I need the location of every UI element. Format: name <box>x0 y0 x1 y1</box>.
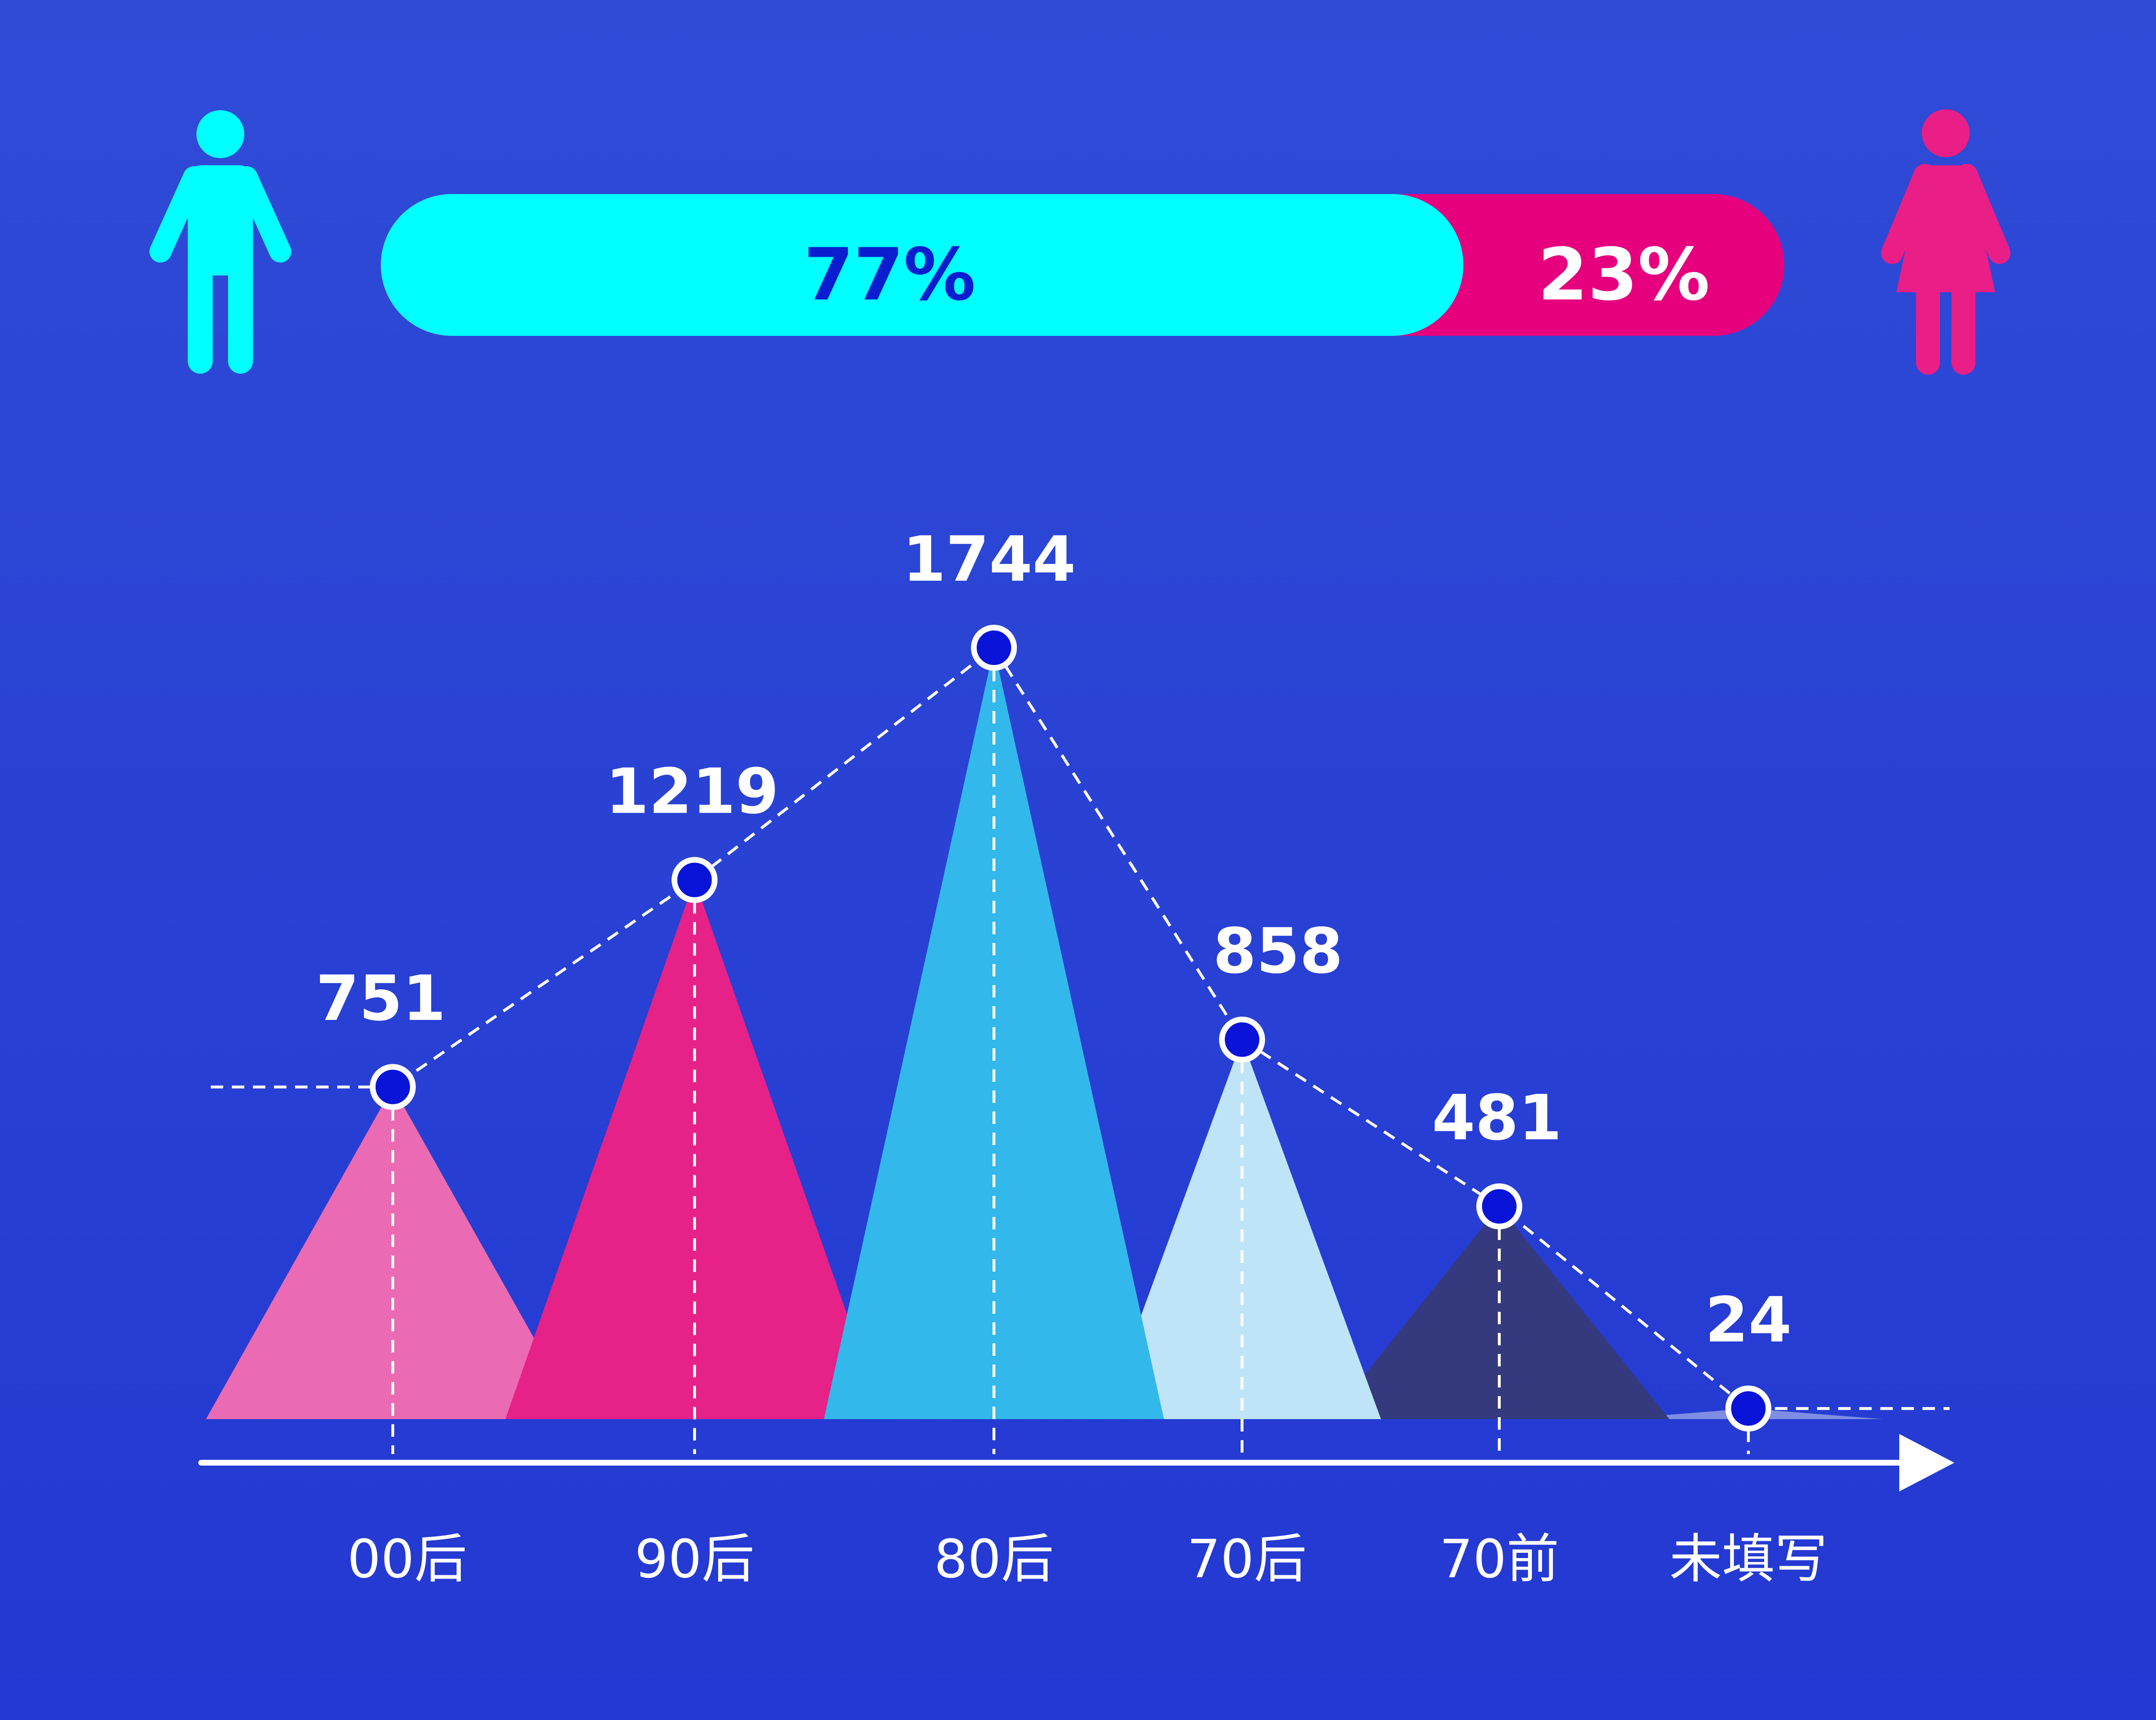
value-label-0: 751 <box>316 962 445 1035</box>
data-point-1 <box>672 857 718 903</box>
value-label-3: 858 <box>1213 915 1343 987</box>
category-label-5: 未填写 <box>1669 1528 1827 1590</box>
data-point-0 <box>370 1064 416 1110</box>
series-line <box>211 645 1950 1410</box>
category-label-4: 70前 <box>1439 1528 1559 1590</box>
data-point-4 <box>1476 1183 1522 1229</box>
category-labels: 00后 90后 80后 70后 70前 未填写 <box>347 1528 1827 1590</box>
value-label-4: 481 <box>1432 1081 1562 1154</box>
data-point-2 <box>971 625 1017 671</box>
data-point-3 <box>1219 1016 1265 1063</box>
peak-1 <box>505 880 884 1419</box>
data-labels: 751 1219 1744 858 481 24 <box>316 523 1791 1356</box>
female-percent-label: 23% <box>1538 233 1710 317</box>
value-label-2: 1744 <box>902 523 1076 596</box>
male-share-bar <box>381 194 1464 336</box>
data-point-5 <box>1725 1385 1771 1432</box>
category-label-1: 90后 <box>635 1528 754 1590</box>
value-label-1: 1219 <box>605 755 779 828</box>
male-percent-label: 77% <box>804 233 976 317</box>
category-label-2: 80后 <box>934 1528 1054 1590</box>
gender-ratio-bar: 77% 23% <box>381 194 1784 336</box>
category-label-0: 00后 <box>347 1528 467 1590</box>
value-label-5: 24 <box>1705 1284 1792 1356</box>
series-connector-line <box>211 645 1950 1410</box>
x-axis-arrow <box>1899 1434 1954 1491</box>
category-label-3: 70后 <box>1187 1528 1307 1590</box>
data-markers <box>370 625 1771 1432</box>
peak-0 <box>206 1087 580 1419</box>
male-person-icon <box>149 110 291 374</box>
female-person-icon <box>1881 109 2010 375</box>
area-peaks <box>206 648 1882 1419</box>
x-axis <box>198 1434 1954 1491</box>
